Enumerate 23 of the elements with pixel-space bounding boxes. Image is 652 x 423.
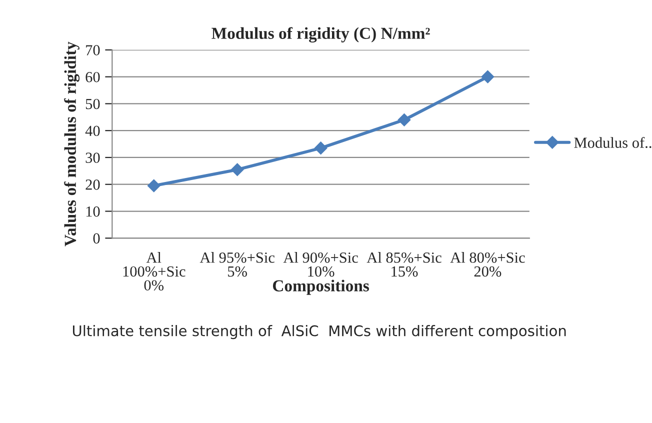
y-tick-label: 40 bbox=[85, 126, 100, 136]
x-axis-title: Compositions bbox=[272, 280, 369, 295]
point bbox=[398, 113, 411, 126]
point bbox=[481, 70, 494, 84]
y-tick-label: 30 bbox=[86, 152, 100, 163]
y-tick-label: 0 bbox=[93, 233, 100, 244]
y-axis-title: Values of modulus of rigidity bbox=[64, 42, 80, 246]
x-tick-label: Al 80%+Sic 20% bbox=[450, 252, 525, 277]
x-tick-label: Al 85%+Sic 15% bbox=[366, 252, 442, 277]
point bbox=[314, 142, 328, 154]
chart-title: Modulus of rigidity (C) N/mm² bbox=[212, 27, 430, 42]
y-tick-label: 20 bbox=[86, 180, 100, 190]
x-tick-label: Al 90%+Sic 10% bbox=[283, 252, 358, 277]
text: Ultimate tensile strength of AlSiC MMCs with different composition bbox=[72, 325, 566, 340]
y-tick-label: 50 bbox=[86, 98, 100, 110]
y-tick-label: 60 bbox=[86, 72, 100, 82]
point bbox=[230, 163, 244, 176]
x-tick-label: Al 100%+Sic 0% bbox=[123, 252, 186, 291]
point bbox=[147, 179, 160, 192]
x-tick-label: Al 95%+Sic 5% bbox=[200, 252, 274, 277]
y-tick-label: 10 bbox=[86, 206, 100, 217]
y-tick-label: 70 bbox=[86, 45, 100, 56]
legend-label: Modulus of.. bbox=[574, 136, 652, 148]
